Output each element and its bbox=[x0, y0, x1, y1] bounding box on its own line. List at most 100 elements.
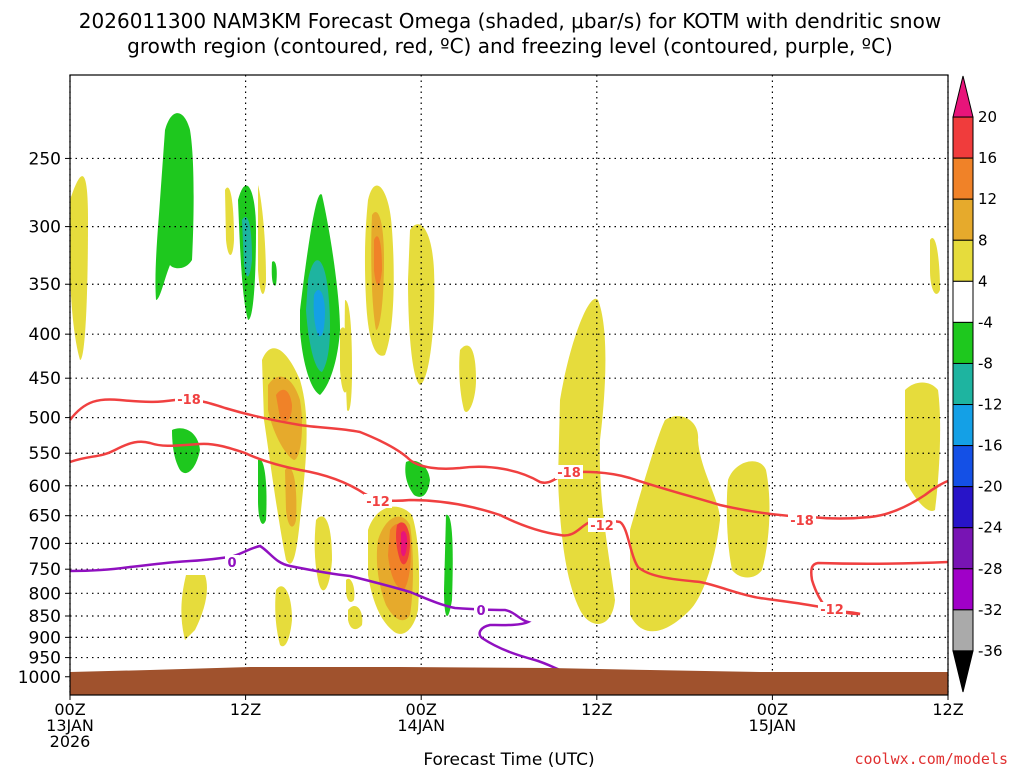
dgz-contour-minus18 bbox=[69, 398, 949, 520]
colorbar-tick-label: -32 bbox=[978, 601, 1003, 619]
colorbar-swatch bbox=[952, 75, 974, 118]
omega-region-pos4 bbox=[558, 298, 615, 624]
colorbar-tick-label: -36 bbox=[978, 642, 1003, 660]
colorbar-tick-label: -12 bbox=[978, 396, 1003, 414]
x-axis-label: Forecast Time (UTC) bbox=[423, 750, 594, 768]
omega-region-pos12 bbox=[276, 389, 292, 422]
dgz-label: -18 bbox=[790, 514, 814, 529]
chart-title-line2: growth region (contoured, red, ºC) and f… bbox=[127, 34, 893, 58]
plot-area: -18 -12 -18 -12 -18 -12 0 0 bbox=[69, 74, 949, 696]
omega-region-pos12 bbox=[374, 236, 382, 285]
colorbar-swatch bbox=[952, 198, 974, 241]
colorbar-swatch bbox=[952, 321, 974, 364]
colorbar-swatch bbox=[952, 445, 974, 488]
omega-region-pos4 bbox=[930, 238, 940, 294]
omega-region-neg4 bbox=[405, 460, 430, 497]
omega-region-neg4 bbox=[444, 514, 453, 617]
x-tick-label: 00Z bbox=[406, 700, 437, 719]
omega-shading bbox=[70, 113, 941, 647]
omega-region-neg8 bbox=[242, 216, 252, 277]
colorbar-tick-label: 16 bbox=[978, 149, 997, 167]
dgz-label: -12 bbox=[590, 519, 614, 534]
omega-region-pos4 bbox=[181, 575, 207, 640]
omega-region-pos4 bbox=[344, 300, 352, 411]
colorbar-tick-label: -8 bbox=[978, 354, 993, 372]
omega-region-neg12 bbox=[313, 290, 325, 337]
colorbar-tick-label: 12 bbox=[978, 190, 997, 208]
y-tick-label: 700 bbox=[29, 534, 61, 554]
omega-region-pos4 bbox=[726, 461, 770, 578]
omega-region-pos4 bbox=[408, 224, 435, 385]
dgz-label: -12 bbox=[366, 495, 390, 510]
colorbar-swatch bbox=[952, 486, 974, 529]
y-tick-label: 300 bbox=[29, 218, 61, 238]
y-tick-label: 850 bbox=[29, 607, 61, 627]
omega-region-pos4 bbox=[630, 416, 720, 632]
x-tick-label: 2026 bbox=[50, 732, 91, 751]
dgz-label: -18 bbox=[177, 393, 201, 408]
colorbar-swatch bbox=[952, 239, 974, 282]
y-tick-label: 1000 bbox=[18, 668, 61, 688]
dgz-contour-minus12 bbox=[69, 440, 861, 616]
omega-region-pos20 bbox=[401, 531, 408, 557]
plot-background bbox=[70, 75, 948, 695]
chart-title-line1: 2026011300 NAM3KM Forecast Omega (shaded… bbox=[79, 9, 941, 33]
colorbar-tick-label: -24 bbox=[978, 519, 1003, 537]
colorbar-swatch bbox=[952, 116, 974, 159]
colorbar-tick-label: 8 bbox=[978, 231, 988, 249]
freezing-contours bbox=[69, 544, 561, 672]
x-tick-label: 12Z bbox=[581, 700, 612, 719]
contour-labels: -18 -12 -18 -12 -18 -12 0 0 bbox=[175, 392, 846, 619]
omega-region-pos4 bbox=[275, 586, 292, 647]
y-tick-label: 400 bbox=[29, 325, 61, 345]
x-tick-label: 00Z bbox=[757, 700, 788, 719]
y-tick-label: 500 bbox=[29, 409, 61, 429]
omega-region-neg4 bbox=[258, 459, 267, 524]
colorbar-swatch bbox=[952, 280, 974, 323]
colorbar-swatch bbox=[952, 362, 974, 406]
omega-region-pos4 bbox=[258, 185, 266, 294]
x-tick-label: 14JAN bbox=[397, 716, 445, 735]
colorbar-tick-label: -4 bbox=[978, 313, 993, 331]
omega-region-pos4 bbox=[225, 187, 234, 255]
y-tick-label: 600 bbox=[29, 477, 61, 497]
colorbar-swatch bbox=[952, 404, 974, 447]
y-tick-label: 450 bbox=[29, 369, 61, 389]
y-tick-label: 900 bbox=[29, 628, 61, 648]
colorbar-tick-label: -20 bbox=[978, 478, 1003, 496]
omega-region-pos4 bbox=[70, 176, 88, 360]
x-tick-label: 12Z bbox=[230, 700, 261, 719]
colorbar: 20 16 12 8 4 -4 -8 -12 -16 -20 -24 -28 -32 -36 bbox=[952, 75, 1003, 693]
colorbar-tick-label: -16 bbox=[978, 437, 1003, 455]
x-tick-label: 00Z bbox=[54, 700, 85, 719]
omega-region-pos4 bbox=[459, 345, 476, 412]
omega-region-pos4 bbox=[348, 605, 363, 630]
dgz-label: -12 bbox=[820, 603, 844, 618]
colorbar-tick-label: 4 bbox=[978, 272, 988, 290]
freezing-label: 0 bbox=[227, 556, 236, 571]
colorbar-tick-label: 20 bbox=[978, 108, 997, 126]
y-axis: 2503003504004505005506006507007508008509… bbox=[18, 149, 70, 688]
x-tick-label: 12Z bbox=[932, 700, 963, 719]
colorbar-swatch bbox=[952, 527, 974, 570]
omega-region-pos4 bbox=[346, 578, 355, 602]
colorbar-swatch bbox=[952, 609, 974, 652]
x-tick-label: 15JAN bbox=[749, 716, 797, 735]
y-tick-label: 800 bbox=[29, 584, 61, 604]
colorbar-swatch bbox=[952, 568, 974, 611]
plot-frame bbox=[69, 74, 949, 696]
omega-region-neg4 bbox=[271, 261, 277, 286]
credit-text: coolwx.com/models bbox=[854, 750, 1008, 768]
y-tick-label: 650 bbox=[29, 507, 61, 527]
omega-region-neg4 bbox=[172, 428, 200, 474]
dgz-label: -18 bbox=[557, 466, 581, 481]
freezing-label: 0 bbox=[476, 604, 485, 619]
omega-region-pos4 bbox=[905, 382, 941, 511]
colorbar-swatch bbox=[952, 650, 974, 693]
y-tick-label: 750 bbox=[29, 560, 61, 580]
omega-region-pos8 bbox=[285, 467, 297, 527]
colorbar-swatch bbox=[952, 157, 974, 200]
y-tick-label: 950 bbox=[29, 649, 61, 669]
